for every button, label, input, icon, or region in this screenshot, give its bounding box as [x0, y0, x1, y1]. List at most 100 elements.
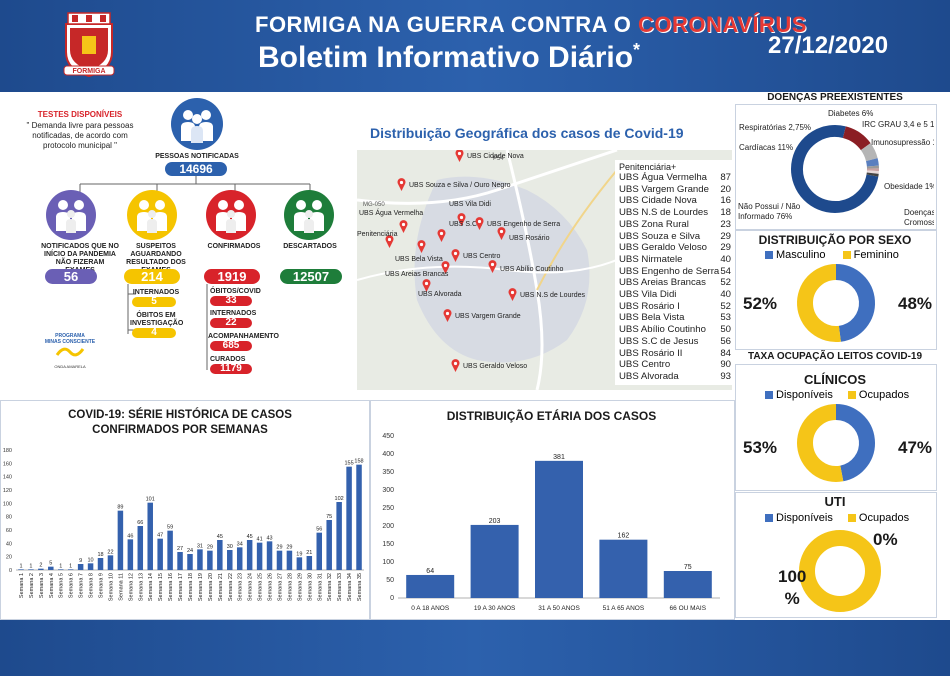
clinicos-title: CLÍNICOS: [803, 372, 867, 387]
map-pin-icon[interactable]: [508, 288, 517, 301]
y-tick-label: 200: [382, 523, 394, 530]
y-tick-label: 40: [6, 541, 12, 547]
clinicos-legend-swatch-1: [847, 391, 856, 400]
ubs-list-value: 18: [720, 207, 731, 219]
map-pin-icon[interactable]: [437, 229, 446, 242]
x-category-label: Semana 13: [138, 573, 144, 601]
confirmed-people-icon: [206, 190, 256, 240]
bar-value-label: 2: [39, 563, 42, 569]
bar: [356, 464, 362, 570]
y-tick-label: 180: [3, 448, 12, 454]
x-category-label: 19 A 30 ANOS: [474, 605, 516, 612]
map-pin-label: UBS S.C.J: [449, 221, 483, 228]
ubs-list-name: UBS Zona Rural: [619, 218, 689, 230]
confirmed-sub-value-3: 1179: [210, 364, 252, 374]
x-category-label: Semana 18: [188, 573, 194, 601]
uti-legend-swatch-1: [847, 514, 856, 523]
y-tick-label: 80: [6, 515, 12, 521]
bar-value-label: 34: [237, 541, 243, 547]
clinicos-legend-1: Ocupados: [858, 389, 910, 401]
ubs-list-row: UBS Rosário I 52: [619, 301, 731, 313]
bar: [147, 502, 153, 570]
bar: [157, 538, 163, 570]
bar-value-label: 29: [207, 545, 213, 551]
map-pin-icon[interactable]: [397, 178, 406, 191]
map-title: Distribuição Geográfica dos casos de Cov…: [370, 125, 684, 141]
ubs-list-name: UBS Geraldo Veloso: [619, 242, 707, 254]
map-pin-icon[interactable]: [399, 220, 408, 233]
y-tick-label: 0: [9, 568, 12, 574]
ubs-list-value: 29: [720, 242, 731, 254]
map-pin-label: UBS Bela Vista: [395, 256, 443, 263]
bar-value-label: 56: [316, 527, 322, 533]
ubs-list-name: UBS Água Vermelha: [619, 172, 707, 183]
bar: [87, 563, 94, 570]
program-logo: PROGRAMA MINAS CONSCIENTE ONDA AMARELA: [40, 333, 100, 369]
ubs-list-row: UBS Zona Rural 23: [619, 219, 731, 231]
ubs-list-row: UBS Água Vermelha 87: [619, 172, 731, 184]
map-pin-icon[interactable]: [451, 359, 460, 372]
map-pin-label: UBS Geraldo Veloso: [463, 363, 528, 370]
bar: [266, 541, 273, 570]
map-pin-label: UBS Engenho de Serra: [487, 221, 561, 228]
map-pin-icon[interactable]: [443, 309, 452, 322]
ubs-list-name: UBS Vila Didi: [619, 289, 677, 301]
bar-value-label: 1: [19, 563, 22, 569]
map-background: P54 MG-050: [357, 150, 638, 390]
header-title: FORMIGA NA GUERRA CONTRA O CORONAVÍRUS: [255, 12, 806, 38]
x-category-label: Semana 3: [39, 573, 45, 598]
map-pin-icon[interactable]: [455, 150, 464, 162]
bar: [137, 526, 144, 570]
bar: [470, 524, 519, 598]
cat-value-confirmed: 1919: [204, 269, 260, 284]
y-tick-label: 140: [3, 475, 12, 481]
cat-label-confirmed: CONFIRMADOS: [207, 243, 261, 250]
program-wave-icon: [55, 347, 85, 357]
ubs-list-value: 54: [720, 265, 731, 277]
map-pin-icon[interactable]: [451, 249, 460, 262]
y-tick-label: 450: [382, 433, 394, 440]
map-pin-icon[interactable]: [488, 260, 497, 273]
ubs-list-row: UBS Souza e Silva 29: [619, 231, 731, 243]
header-asterisk: *: [633, 40, 641, 60]
bar-value-label: 1: [59, 563, 62, 569]
bar-value-label: 89: [117, 505, 123, 511]
y-tick-label: 20: [6, 555, 12, 561]
map-pin-icon[interactable]: [475, 217, 484, 230]
footer-bar: [0, 620, 950, 676]
map-pin-icon[interactable]: [441, 261, 450, 274]
bar: [276, 550, 283, 570]
bar-value-label: 19: [296, 551, 302, 557]
x-category-label: Semana 31: [317, 573, 323, 601]
y-tick-label: 60: [6, 528, 12, 534]
bar: [306, 556, 313, 570]
bar-value-label: 46: [127, 533, 133, 539]
ubs-list-name: UBS Bela Vista: [619, 312, 685, 324]
map-pin-icon[interactable]: [417, 240, 426, 253]
program-line3: ONDA AMARELA: [54, 364, 86, 369]
ubs-list-value: 20: [720, 183, 731, 195]
leitos-title: TAXA OCUPAÇÃO LEITOS COVID-19: [747, 351, 923, 362]
suspects-sub-label-1: ÓBITOS EM INVESTIGAÇÃO: [130, 312, 184, 327]
y-tick-label: 350: [382, 469, 394, 476]
bar: [663, 571, 712, 598]
tests-title: TESTES DISPONÍVEIS: [37, 110, 123, 119]
x-category-label: Semana 11: [118, 573, 124, 601]
bar: [326, 520, 332, 570]
bar-value-label: 27: [177, 546, 183, 552]
bar: [18, 569, 24, 570]
map-pin-icon[interactable]: [457, 213, 466, 226]
ubs-list: UBS Água Vermelha 87 UBS Vargem Grande 20 UB…: [619, 172, 731, 383]
x-category-label: Semana 28: [287, 573, 293, 601]
bar: [28, 569, 34, 570]
ubs-list-row: UBS Centro 90: [619, 359, 731, 371]
map-pin-label: Penitenciária: [357, 231, 398, 238]
header-date: 27/12/2020: [768, 32, 889, 59]
bar-value-label: 29: [276, 545, 282, 551]
bar: [227, 550, 233, 570]
map-pin-icon[interactable]: [422, 279, 431, 292]
sexo-legend-swatch-1: [842, 251, 851, 260]
map-pin-icon[interactable]: [497, 227, 506, 240]
ubs-list-value: 50: [720, 324, 731, 336]
map-pin-icon[interactable]: [385, 235, 394, 248]
